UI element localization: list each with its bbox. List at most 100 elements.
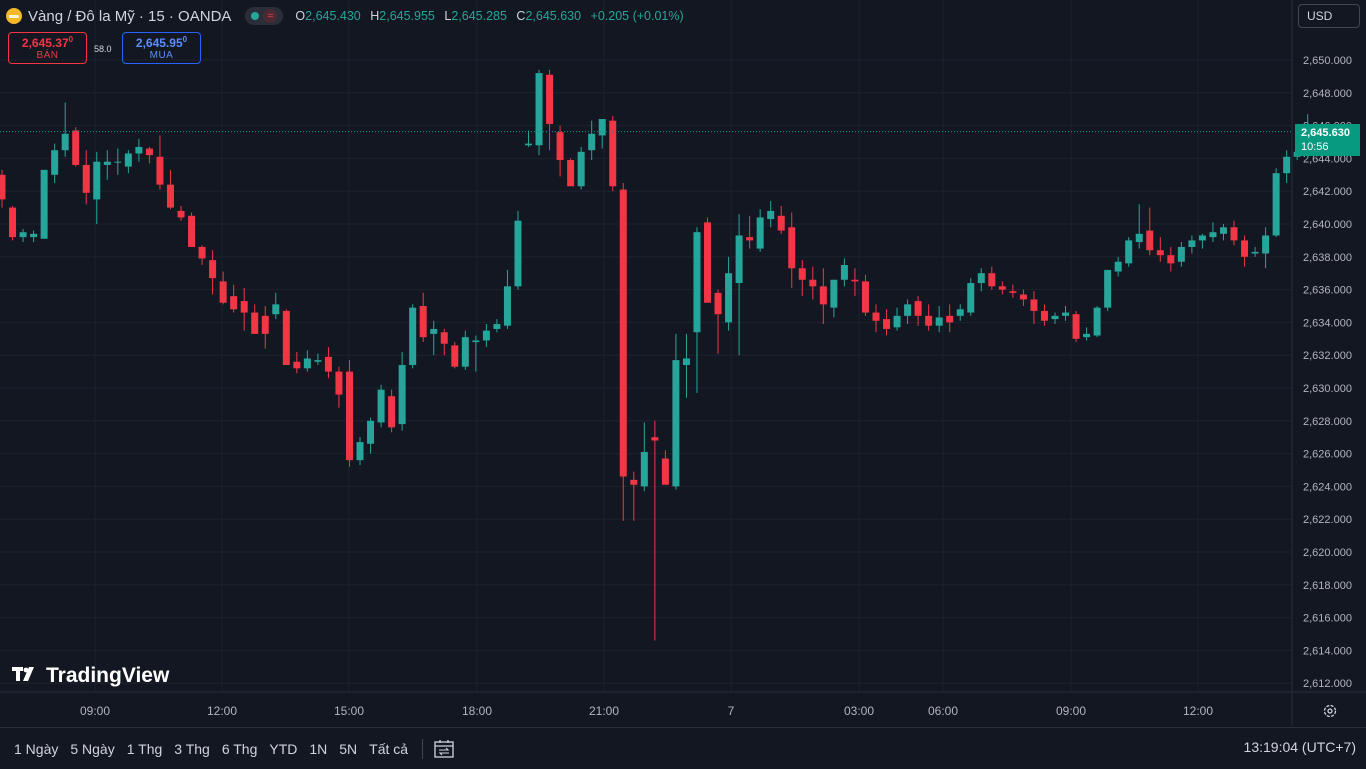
candle-body <box>1009 291 1017 293</box>
range-1y[interactable]: 1N <box>309 740 328 757</box>
timezone-clock[interactable]: 13:19:04 (UTC+7) <box>1243 739 1356 755</box>
market-status[interactable]: ≈ <box>245 7 284 25</box>
y-tick-label: 2,638.000 <box>1303 252 1352 264</box>
x-tick-label: 21:00 <box>589 704 619 718</box>
range-all[interactable]: Tất cả <box>369 740 409 757</box>
buy-button[interactable]: 2,645.950 MUA <box>122 32 201 64</box>
candle-body <box>1230 227 1238 241</box>
candle-body <box>1083 333 1091 338</box>
candle-body <box>1209 232 1217 238</box>
tradingview-mark-icon <box>12 665 40 688</box>
candle-body <box>72 130 80 165</box>
buy-price-sup: 0 <box>182 35 188 44</box>
candle-body <box>556 132 564 161</box>
candle-body <box>1114 261 1122 272</box>
x-tick-label: 03:00 <box>844 704 874 718</box>
x-tick-label: 12:00 <box>1183 704 1213 718</box>
y-tick-label: 2,640.000 <box>1303 219 1352 231</box>
candle-body <box>798 268 806 280</box>
candle-body <box>156 156 164 185</box>
candle-body <box>946 315 954 323</box>
candle-body <box>956 309 964 316</box>
candle-body <box>0 174 6 200</box>
candle-body <box>482 330 490 341</box>
candle-body <box>883 319 891 329</box>
ohlc-close-value: 2,645.630 <box>525 9 582 23</box>
candle-body <box>809 279 817 287</box>
candle-body <box>598 119 606 136</box>
ohlc-low-key: L <box>444 9 452 23</box>
buy-label: MUA <box>149 50 174 61</box>
range-6m[interactable]: 6 Thg <box>221 740 258 757</box>
candle-body <box>261 315 269 334</box>
x-tick-label: 09:00 <box>80 704 110 718</box>
ohlc-low-value: 2,645.285 <box>451 9 507 23</box>
sell-price: 2,645.370 <box>22 35 73 50</box>
candle-body <box>1146 230 1154 251</box>
candle-body <box>546 74 554 124</box>
goto-date-icon[interactable] <box>433 739 455 759</box>
toolbar-divider <box>422 738 424 759</box>
x-tick-label: 15:00 <box>334 704 364 718</box>
candle-body <box>630 479 638 485</box>
range-1m[interactable]: 1 Thg <box>126 740 163 757</box>
sell-price-sup: 0 <box>68 35 74 44</box>
candle-body <box>419 306 427 338</box>
candle-body <box>1104 269 1112 308</box>
y-tick-label: 2,630.000 <box>1303 383 1352 395</box>
settings-gear-icon[interactable] <box>1322 703 1338 719</box>
range-ytd[interactable]: YTD <box>269 740 298 757</box>
candle-body <box>61 133 69 151</box>
candle-body <box>651 437 659 441</box>
candle-body <box>661 458 669 485</box>
range-5y[interactable]: 5N <box>339 740 358 757</box>
candle-body <box>103 161 111 165</box>
candle-body <box>1072 314 1080 339</box>
candle-body <box>725 273 733 323</box>
candle-body <box>345 371 353 461</box>
candle-body <box>335 371 343 395</box>
y-tick-label: 2,644.000 <box>1303 153 1352 165</box>
candle-body <box>577 151 585 187</box>
candle-body <box>93 161 101 200</box>
sell-button[interactable]: 2,645.370 BÁN <box>8 32 87 64</box>
candle-body <box>1040 310 1048 321</box>
candle-body <box>1019 294 1027 300</box>
y-tick-label: 2,620.000 <box>1303 547 1352 559</box>
candle-body <box>861 281 869 313</box>
candle-body <box>388 396 396 428</box>
candle-body <box>19 232 27 238</box>
candle-body <box>1125 240 1133 264</box>
price-chart[interactable]: 2,650.0002,648.0002,646.0002,644.0002,64… <box>0 0 1366 726</box>
range-5d[interactable]: 5 Ngày <box>70 740 115 757</box>
y-tick-label: 2,636.000 <box>1303 285 1352 297</box>
candle-body <box>40 169 48 239</box>
candle-body <box>851 279 859 282</box>
candle-body <box>472 340 480 343</box>
candle-body <box>935 317 943 326</box>
last-price-label: 2,645.630 10:56 <box>1295 124 1360 156</box>
candle-body <box>514 220 522 287</box>
candle-body <box>704 222 712 303</box>
candle-body <box>525 143 532 146</box>
range-3m[interactable]: 3 Thg <box>174 740 210 757</box>
y-tick-label: 2,624.000 <box>1303 481 1352 493</box>
candle-body <box>377 389 385 423</box>
currency-selector[interactable]: USD <box>1298 4 1360 28</box>
y-tick-label: 2,650.000 <box>1303 55 1352 67</box>
candle-body <box>82 164 90 193</box>
x-tick-label: 12:00 <box>207 704 237 718</box>
candle-body <box>1051 315 1059 320</box>
x-tick-label: 7 <box>728 704 735 718</box>
candle-body <box>51 150 59 175</box>
candle-body <box>1177 246 1185 262</box>
ohlc-high-value: 2,645.955 <box>379 9 435 23</box>
gold-coin-icon <box>6 8 22 24</box>
candle-body <box>840 265 848 280</box>
symbol-title[interactable]: Vàng / Đô la Mỹ · 15 · OANDA <box>28 7 232 25</box>
candle-body <box>30 233 38 238</box>
range-1d[interactable]: 1 Ngày <box>14 740 59 757</box>
tradingview-logo[interactable]: TradingView <box>12 664 169 688</box>
candle-body <box>272 304 280 315</box>
candle-body <box>1093 307 1101 336</box>
